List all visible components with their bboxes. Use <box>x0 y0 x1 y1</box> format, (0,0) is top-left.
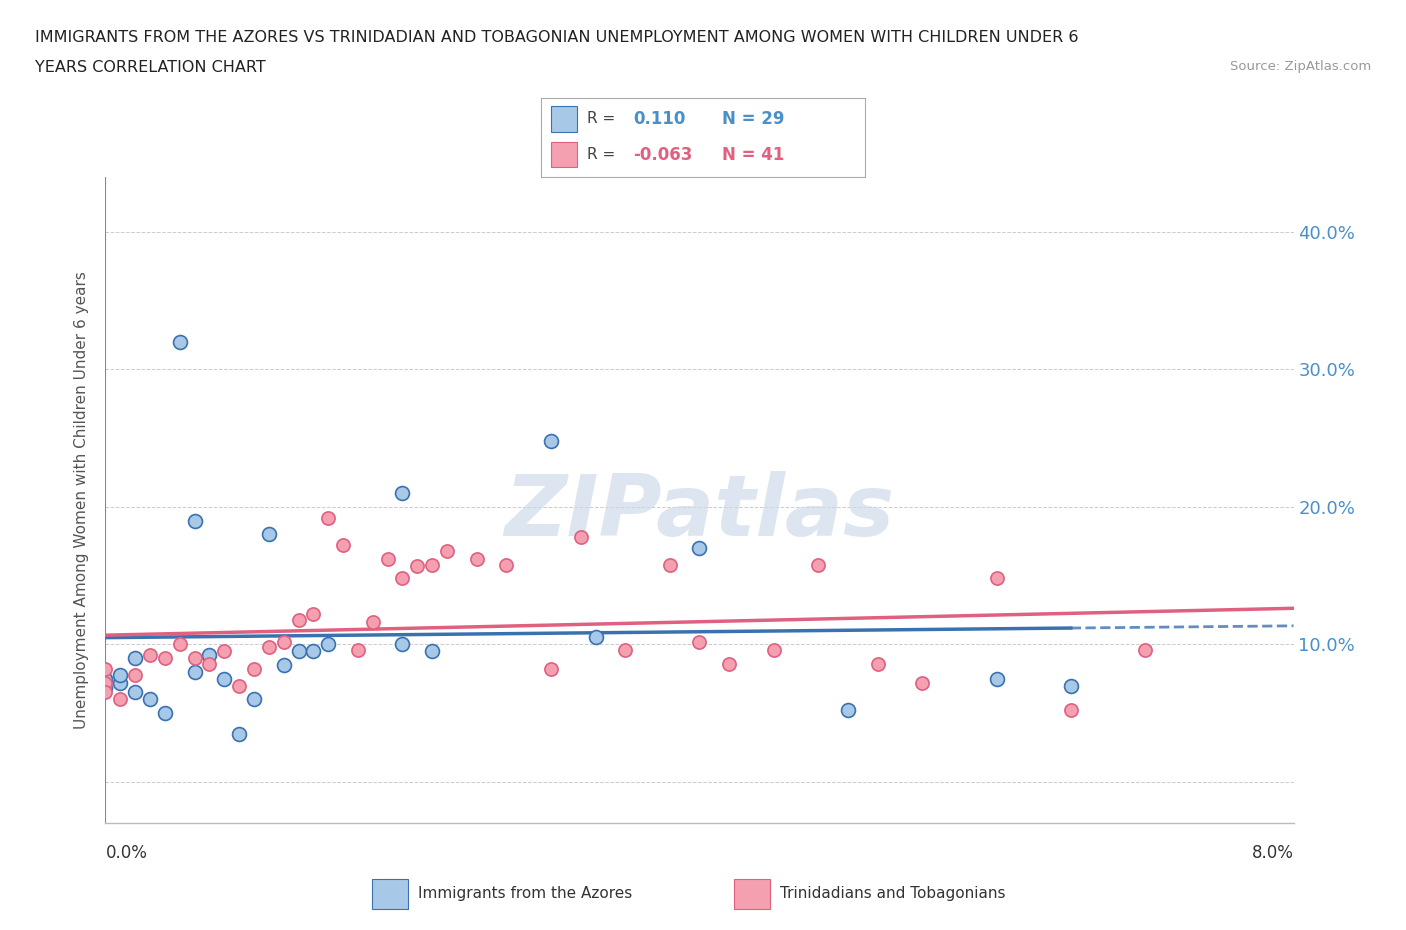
Point <box>257 640 280 655</box>
Point <box>110 675 132 690</box>
Point <box>540 433 562 448</box>
Text: Trinidadians and Tobagonians: Trinidadians and Tobagonians <box>780 886 1005 901</box>
Point <box>436 543 458 558</box>
FancyBboxPatch shape <box>373 879 408 909</box>
Point <box>911 675 934 690</box>
Point <box>837 703 859 718</box>
FancyBboxPatch shape <box>734 879 770 909</box>
Point <box>420 557 443 572</box>
Point <box>139 648 162 663</box>
Point <box>465 551 488 566</box>
Text: N = 29: N = 29 <box>723 110 785 128</box>
Point <box>361 615 384 630</box>
Text: R =: R = <box>586 147 614 162</box>
Point <box>183 513 205 528</box>
Point <box>614 643 637 658</box>
Point <box>110 667 132 682</box>
Point <box>495 557 517 572</box>
Point <box>302 644 325 658</box>
Point <box>214 644 236 658</box>
Point <box>94 671 117 686</box>
Point <box>1060 703 1083 718</box>
Text: ZIPatlas: ZIPatlas <box>505 472 894 554</box>
Point <box>316 511 339 525</box>
Point <box>420 644 443 658</box>
Point <box>332 538 354 552</box>
Text: YEARS CORRELATION CHART: YEARS CORRELATION CHART <box>35 60 266 75</box>
Point <box>658 557 681 572</box>
Point <box>94 661 117 676</box>
Point <box>198 648 221 663</box>
Point <box>94 675 117 690</box>
Point <box>183 651 205 666</box>
Point <box>762 643 785 658</box>
Point <box>287 612 309 627</box>
Point <box>94 685 117 700</box>
Point <box>807 557 830 572</box>
Point <box>302 606 325 621</box>
Point <box>689 540 711 555</box>
Point <box>689 634 711 649</box>
Point <box>347 643 370 658</box>
Point <box>124 667 146 682</box>
Point <box>124 685 146 700</box>
Point <box>243 692 266 707</box>
Point <box>273 658 295 672</box>
Point <box>585 630 607 644</box>
Point <box>169 637 191 652</box>
Text: 8.0%: 8.0% <box>1251 844 1294 862</box>
Point <box>287 644 309 658</box>
Point <box>377 551 399 566</box>
Point <box>228 726 250 741</box>
Text: 0.0%: 0.0% <box>105 844 148 862</box>
Point <box>1060 678 1083 693</box>
Text: 0.110: 0.110 <box>634 110 686 128</box>
Point <box>110 692 132 707</box>
Point <box>391 637 413 652</box>
Point <box>986 671 1008 686</box>
Point <box>316 637 339 652</box>
Point <box>169 334 191 349</box>
Text: N = 41: N = 41 <box>723 146 785 164</box>
Point <box>569 529 592 544</box>
Y-axis label: Unemployment Among Women with Children Under 6 years: Unemployment Among Women with Children U… <box>75 271 90 729</box>
Point <box>718 656 741 671</box>
Point <box>257 526 280 541</box>
Point <box>198 656 221 671</box>
Point <box>391 571 413 586</box>
Point <box>273 634 295 649</box>
Point <box>183 664 205 679</box>
Point <box>540 661 562 676</box>
Point <box>243 661 266 676</box>
Point <box>153 651 176 666</box>
Point <box>866 656 889 671</box>
Point <box>986 571 1008 586</box>
FancyBboxPatch shape <box>551 106 576 132</box>
Point <box>406 558 429 573</box>
Point <box>94 681 117 696</box>
Text: Source: ZipAtlas.com: Source: ZipAtlas.com <box>1230 60 1371 73</box>
Point <box>124 651 146 666</box>
Text: -0.063: -0.063 <box>634 146 693 164</box>
Point <box>391 485 413 500</box>
Text: IMMIGRANTS FROM THE AZORES VS TRINIDADIAN AND TOBAGONIAN UNEMPLOYMENT AMONG WOME: IMMIGRANTS FROM THE AZORES VS TRINIDADIA… <box>35 30 1078 45</box>
Point <box>228 678 250 693</box>
Point <box>139 692 162 707</box>
Point <box>214 671 236 686</box>
Point <box>153 706 176 721</box>
FancyBboxPatch shape <box>551 142 576 167</box>
Text: R =: R = <box>586 112 614 126</box>
Text: Immigrants from the Azores: Immigrants from the Azores <box>418 886 633 901</box>
Point <box>1133 643 1156 658</box>
